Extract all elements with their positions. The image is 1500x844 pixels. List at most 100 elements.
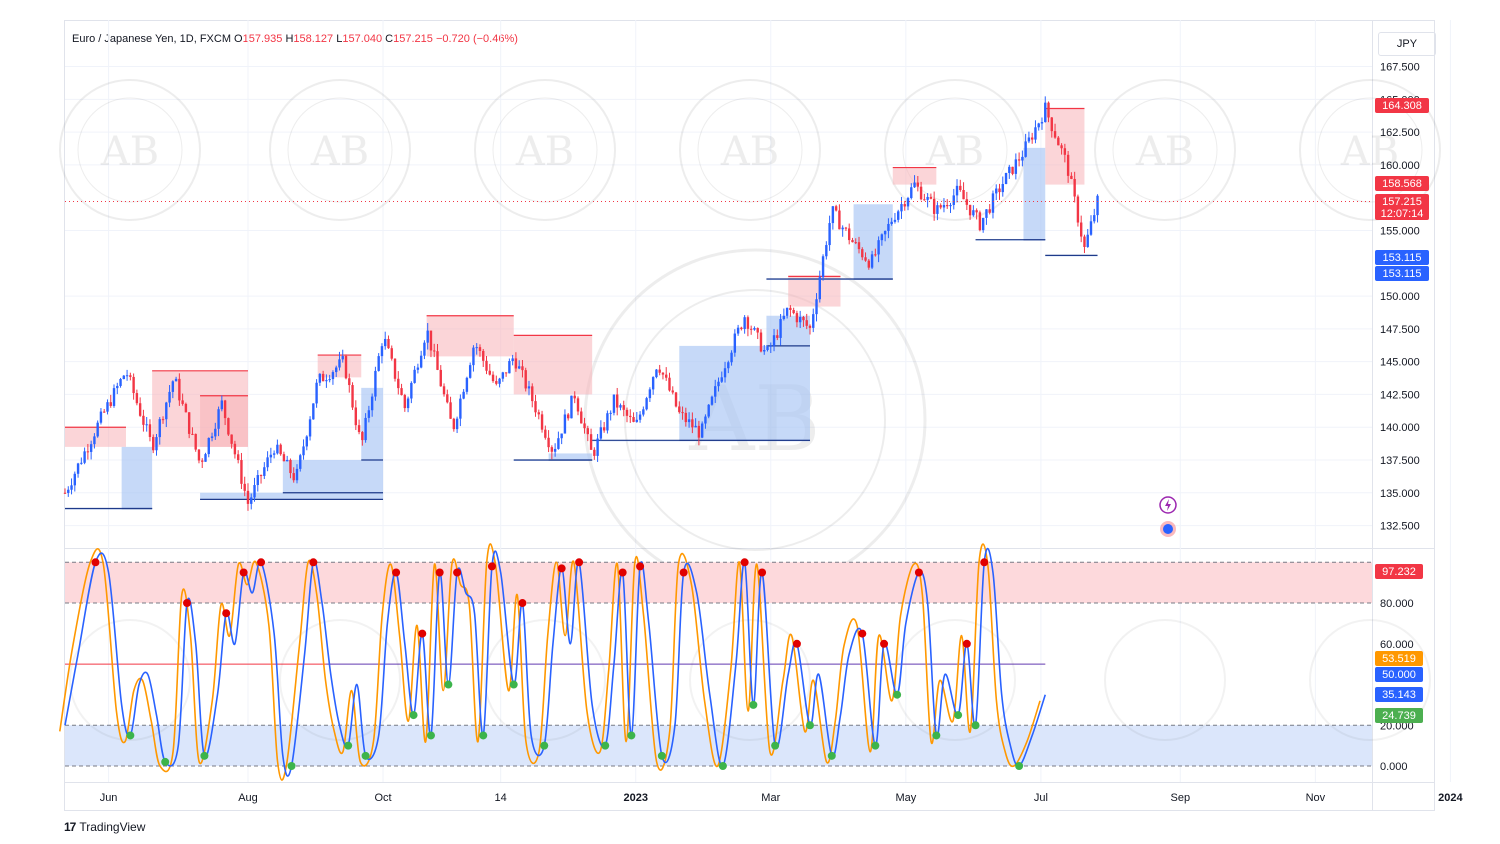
price-tag-label: 153.115 [1383,268,1422,280]
sell-signal-dot [980,558,989,567]
overbought-zone [65,562,1372,604]
candle-body [197,449,201,461]
candle-body [825,245,828,257]
candle-body [763,350,766,352]
price-tag [1375,98,1429,113]
candle-body [63,492,67,494]
candle-body [759,332,763,352]
currency-label: JPY [1396,38,1418,50]
candle-body [132,376,135,394]
candle-body [152,436,155,451]
price-tag-label: 158.568 [1382,178,1422,190]
sell-signal-dot [418,629,427,638]
candle-body [246,490,250,504]
sell-signal-dot [962,639,971,648]
candle-body [537,412,540,415]
candle-body [838,210,841,230]
candle-body [1057,137,1060,146]
price-tick-label: 155.000 [1380,225,1420,237]
open-label: O [234,33,243,45]
candle-body [370,396,374,411]
close-value: 157.215 [393,33,433,45]
osc-value-tag-label: 50.000 [1382,669,1416,681]
watermark-seal: AB [474,79,616,221]
watermark-ring [624,289,886,551]
tradingview-logo[interactable]: 17 TradingView [64,820,145,834]
currency-button[interactable]: JPY [1378,32,1436,56]
candle-body [364,417,367,441]
candle-body [178,378,181,401]
buy-signal-dot [971,721,980,730]
low-label: L [336,33,343,45]
candle-body [968,204,972,216]
candle-body [165,402,168,420]
candle-body [998,188,1001,193]
buy-signal-dot [287,762,296,770]
candle-body [962,190,965,200]
candle-body [387,338,390,349]
osc-value-tag [1375,708,1423,723]
watermark-text: AB [1135,129,1194,175]
candle-body [184,403,188,413]
candle-body [789,307,792,310]
candle-body [223,400,227,419]
candle-body [864,257,867,261]
price-tag [1375,250,1429,265]
candle-body [236,454,240,461]
candle-body [452,418,456,430]
candle-body [449,402,452,419]
osc-value-tag-label: 97.232 [1382,566,1416,578]
sell-signal-dot [740,558,749,567]
candle-body [129,375,132,377]
candle-body [844,227,848,229]
candle-body [207,438,210,455]
candle-body [436,351,439,370]
sell-signal-dot [239,568,248,577]
candle-body [730,352,733,363]
buy-signal-dot [805,721,814,730]
buy-signal-dot [409,711,418,720]
candle-body [818,277,821,300]
candle-body [285,459,289,462]
candle-body [580,411,583,424]
watermark-seal: AB [1299,79,1441,221]
watermark-ring [474,79,616,221]
candle-body [344,356,348,379]
candle-body [834,206,838,211]
buy-signal-dot [771,741,780,750]
candle-body [883,230,887,235]
osc-tick-label: 60.000 [1380,639,1414,651]
candle-body [125,375,129,377]
candle-body [1034,127,1037,140]
watermark-group: ABABABABABABABAB [59,79,1441,592]
watermark-ring [77,97,183,203]
price-tick-label: 140.000 [1380,422,1420,434]
symbol-header: Euro / Japanese Yen, 1D, FXCM O157.935 H… [72,33,518,45]
sell-signal-dot [792,639,801,648]
price-tick-label: 147.500 [1380,324,1420,336]
candle-body [351,385,354,408]
candle-body [289,459,292,474]
candle-body [299,455,302,469]
candle-body [629,415,632,418]
candle-body [870,254,874,268]
watermark-ring [287,97,393,203]
sell-signal-dot [182,599,191,608]
watermark-seal: AB [679,79,821,221]
buy-signal-dot [932,731,941,740]
demand-zone [200,492,384,500]
candle-body [560,433,563,439]
candle-body [498,378,501,384]
candle-body [952,195,955,205]
candle-body [406,398,410,409]
watermark-seal: AB [269,79,411,221]
candle-body [403,395,407,409]
price-tick-label: 150.000 [1380,291,1420,303]
candle-body [1011,166,1014,174]
candle-body [514,358,518,369]
buy-signal-dot [749,700,758,709]
candle-body [802,316,805,321]
watermark-text: AB [515,129,574,175]
candle-body [874,254,877,256]
